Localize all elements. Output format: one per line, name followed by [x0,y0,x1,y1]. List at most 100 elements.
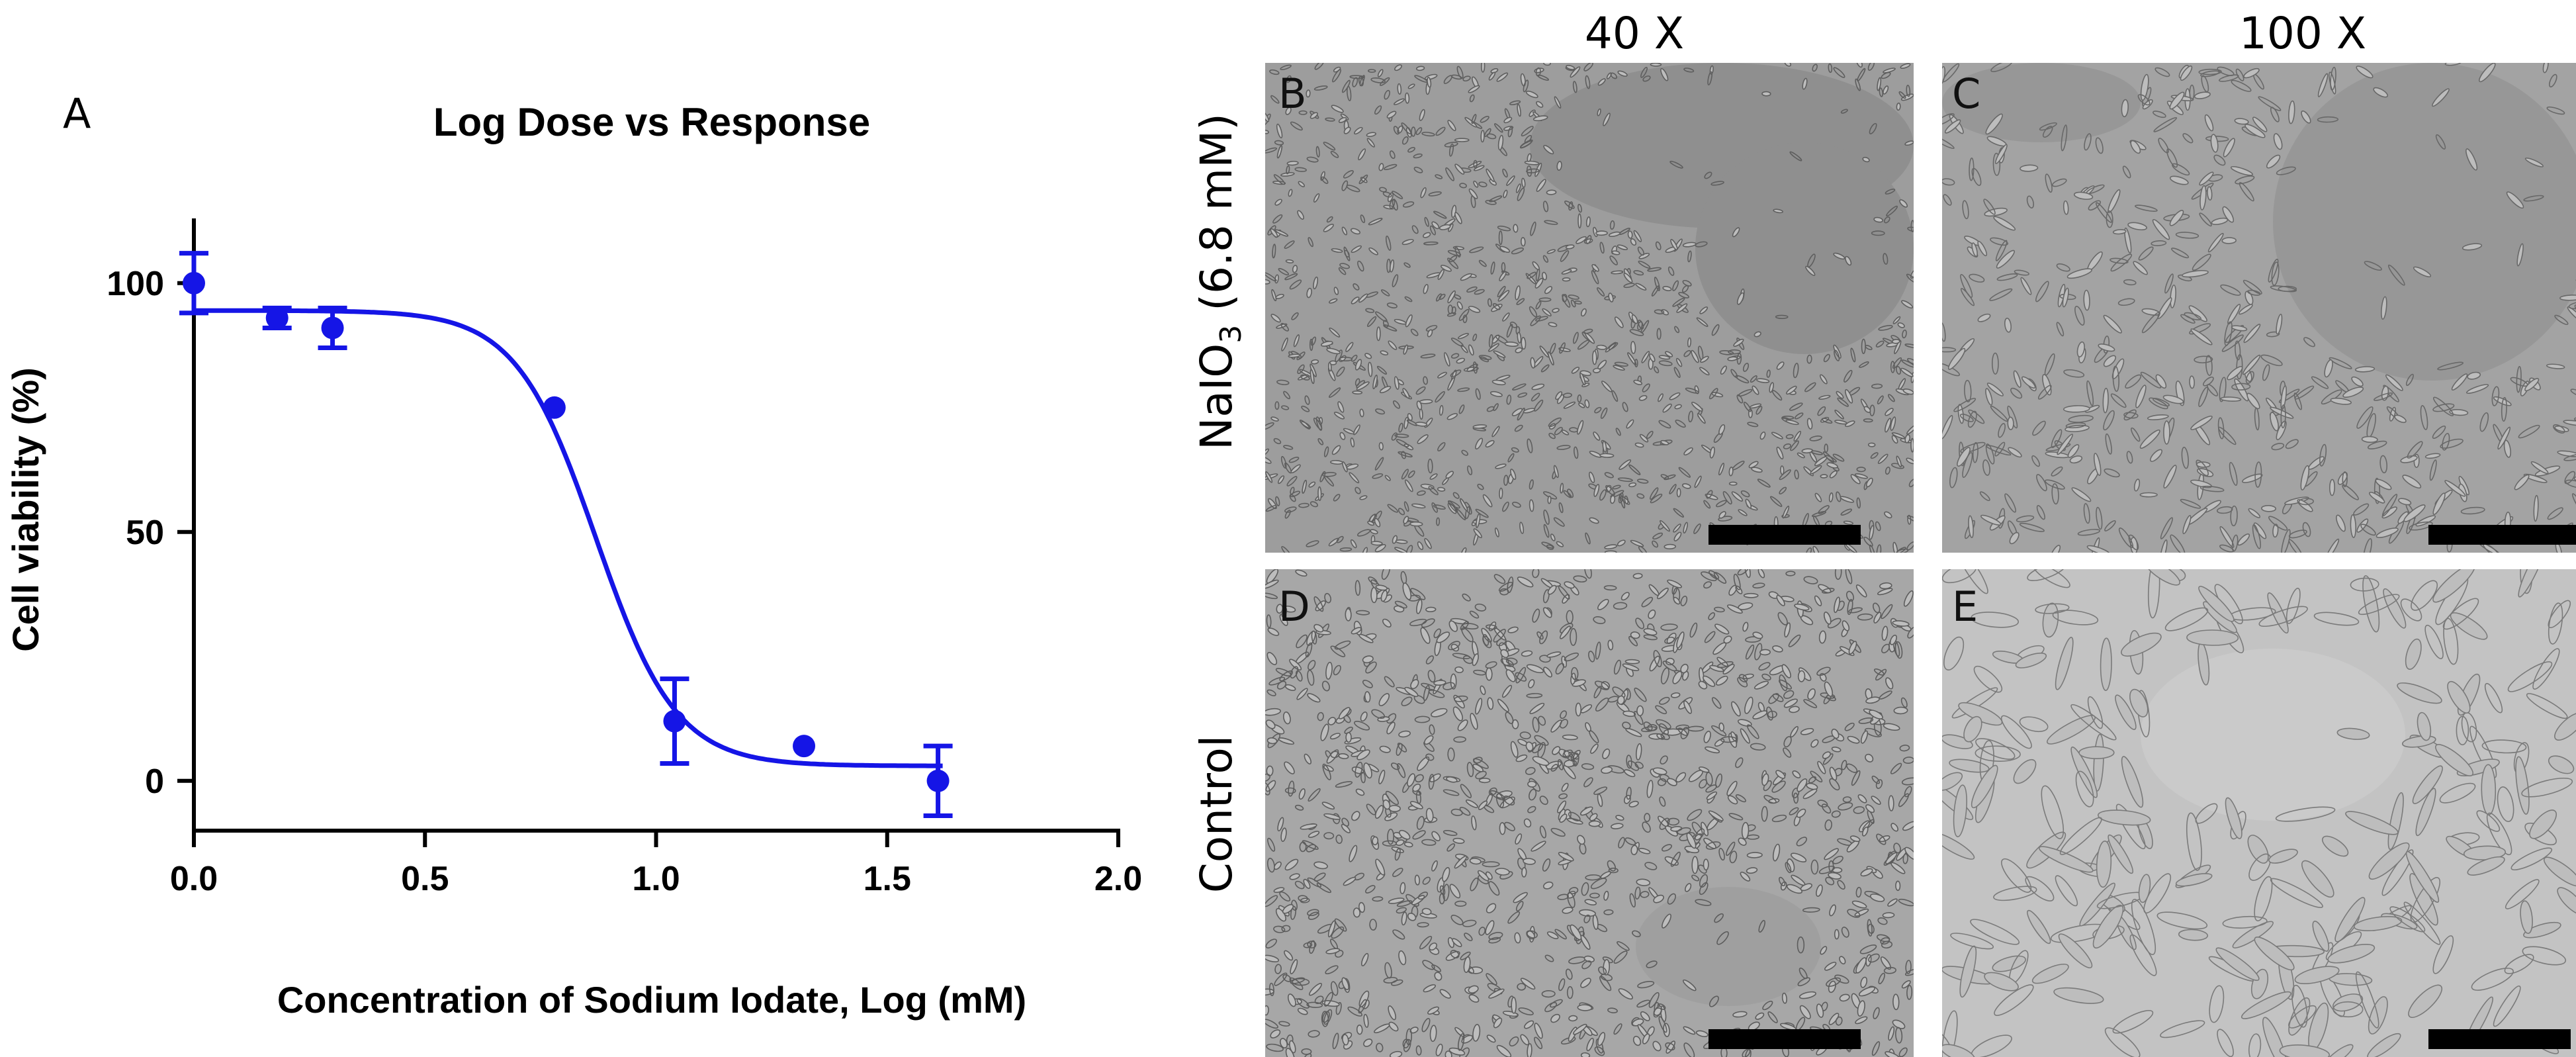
micrograph-cell [1448,620,1458,632]
micrograph-e-image [1942,569,2576,1057]
micrograph-cell [1519,522,1525,534]
micrograph-cell [1431,221,1440,230]
micrograph-cell [1501,262,1506,273]
micrograph-cell [1638,260,1651,269]
micrograph-cell [1416,400,1423,410]
micrograph-cell [1437,269,1444,280]
micrograph-cell [1369,919,1377,931]
micrograph-cell [2096,841,2112,888]
micrograph-cell [1323,224,1334,232]
column-header-100x: 100 X [2239,8,2367,59]
micrograph-cell [1845,420,1855,428]
micrograph-cell [1893,706,1908,715]
micrograph-cell [1288,353,1301,358]
micrograph-cell [2083,503,2090,524]
micrograph-cell [1603,890,1609,901]
micrograph-cell [1527,153,1532,162]
micrograph-cell [1683,1042,1695,1057]
micrograph-cell [1532,756,1550,766]
micrograph-cell [2020,277,2032,295]
micrograph-cell [1415,422,1428,427]
micrograph-cell [2138,246,2154,261]
micrograph-cell [1755,1012,1765,1020]
micrograph-cell [1759,649,1771,656]
micrograph-cell [1772,843,1781,862]
micrograph-cell [1265,939,1277,948]
micrograph-cell [1878,325,1893,331]
micrograph-cell [1333,494,1341,502]
micrograph-cell [1503,116,1513,124]
micrograph-cell [1628,800,1639,807]
micrograph-cell [2279,1044,2331,1057]
micrograph-cell [1538,715,1546,726]
micrograph-cell [1486,133,1497,140]
micrograph-cell [2381,494,2398,517]
micrograph-cell [1775,770,1786,779]
micrograph-cell [2149,397,2168,410]
micrograph-cell [1358,999,1367,1014]
micrograph-cell [1543,63,1551,66]
micrograph-cell [1506,324,1513,338]
micrograph-cell [1375,408,1386,415]
y-tick-label: 50 [126,514,164,552]
micrograph-cell [1869,710,1883,719]
micrograph-cell [1505,712,1514,725]
micrograph-cell [1338,707,1351,719]
micrograph-cell [1544,954,1554,962]
micrograph-cell [1591,270,1599,285]
micrograph-cell [1708,810,1724,821]
micrograph-cell [2248,1033,2262,1057]
micrograph-cell [2405,638,2422,670]
micrograph-cell [2058,933,2093,968]
micrograph-cell [1942,63,1960,83]
micrograph-cell [1583,328,1593,334]
micrograph-cell [1290,959,1298,975]
micrograph-cell [1360,772,1366,784]
micrograph-cell [1499,271,1507,281]
micrograph-cell [2506,191,2524,209]
micrograph-cell [1818,865,1836,874]
micrograph-cell [1496,72,1509,82]
micrograph-cell [1705,746,1720,754]
micrograph-cell [1703,858,1709,871]
micrograph-cell [1413,166,1423,173]
micrograph-cell [1824,848,1840,860]
micrograph-cell [1814,595,1822,606]
micrograph-cell [1323,991,1333,1007]
micrograph-cell [2375,479,2392,490]
micrograph-cell [1403,1038,1411,1052]
micrograph-cell [2563,420,2576,426]
micrograph-cell [2037,385,2052,400]
scale-bar-b [1709,525,1861,545]
micrograph-cell [1820,374,1828,385]
micrograph-cell [1564,652,1579,662]
micrograph-cell [1363,1038,1373,1047]
micrograph-cell [1719,349,1734,355]
micrograph-cell [1738,674,1748,682]
micrograph-cell [1775,314,1789,320]
micrograph-cell [2121,756,2144,808]
micrograph-cell [1363,1013,1369,1028]
micrograph-cell [1444,142,1458,148]
micrograph-cell [2004,493,2017,513]
micrograph-cell [1860,868,1873,877]
micrograph-cell [1653,366,1660,374]
micrograph-cell [1609,255,1618,265]
micrograph-cell [1360,712,1368,722]
micrograph-cell [1433,504,1446,510]
micrograph-cell [2019,522,2045,532]
micrograph-cell [1332,69,1341,83]
micrograph-cell [1585,532,1591,545]
micrograph-cell [1890,762,1902,774]
micrograph-cell [1488,881,1500,896]
micrograph-cell [1650,487,1659,500]
micrograph-cell [1865,477,1873,488]
micrograph-cell [1752,385,1759,395]
micrograph-cell [1529,788,1537,801]
micrograph-cell [2403,901,2441,945]
micrograph-cell [1521,126,1534,137]
micrograph-cell [1797,936,1805,954]
micrograph-cell [1351,245,1362,253]
micrograph-cell [1546,931,1559,940]
micrograph-cell [1292,978,1310,986]
